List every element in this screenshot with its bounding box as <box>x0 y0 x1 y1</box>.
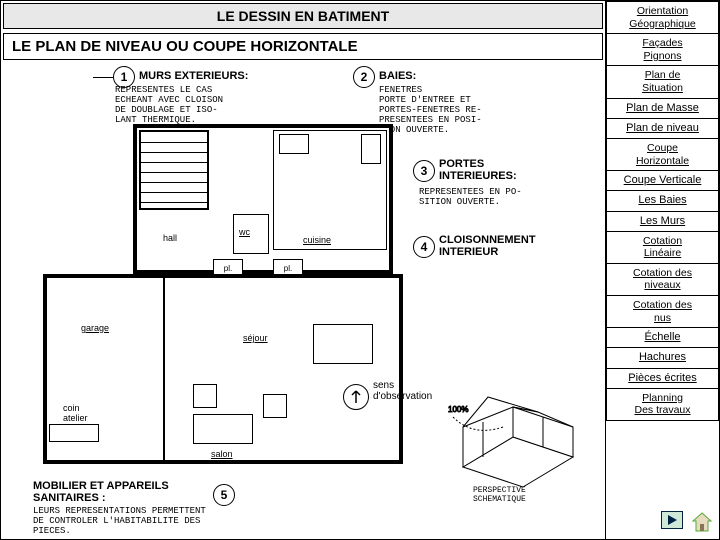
figure-area: 1 MURS EXTERIEURS: REPRESENTES LE CAS EC… <box>3 64 603 537</box>
label-perspective: PERSPECTIVE SCHEMATIQUE <box>473 487 526 505</box>
nav-facades[interactable]: Façades Pignons <box>606 34 719 66</box>
room-label-wc: wc <box>239 228 250 238</box>
perspective-sketch: 100% PERSPECTIVE SCHEMATIQUE <box>443 387 583 497</box>
furniture <box>49 424 99 442</box>
furniture-chair <box>263 394 287 418</box>
callout-title-3: PORTES INTERIEURES: <box>439 158 517 182</box>
nav-coupe-verticale[interactable]: Coupe Verticale <box>606 171 719 191</box>
furniture <box>361 134 381 164</box>
callout-bubble-3: 3 <box>413 160 435 182</box>
callout-bubble-4: 4 <box>413 236 435 258</box>
callout-bubble-5: 5 <box>213 484 235 506</box>
room-label-atelier: coin atelier <box>63 404 88 424</box>
callout-bubble-2: 2 <box>353 66 375 88</box>
callout-leader <box>93 77 113 78</box>
observation-arrow-icon <box>343 384 369 410</box>
room-label-hall: hall <box>163 234 177 244</box>
nav-echelle[interactable]: Échelle <box>606 328 719 348</box>
nav-coupe-horizontale[interactable]: Coupe Horizontale <box>606 139 719 171</box>
floor-plan: hall cuisine wc pl. pl. garage coin atel… <box>43 124 403 464</box>
nav-murs[interactable]: Les Murs <box>606 212 719 232</box>
nav-baies[interactable]: Les Baies <box>606 191 719 211</box>
main-area: LE DESSIN EN BATIMENT LE PLAN DE NIVEAU … <box>1 1 605 539</box>
room-label-salon: salon <box>211 450 233 460</box>
svg-text:100%: 100% <box>448 405 468 414</box>
room-label-cuisine: cuisine <box>303 236 331 246</box>
callout-body-3: REPRESENTEES EN PO- SITION OUVERTE. <box>419 188 569 208</box>
page-subtitle: LE PLAN DE NIVEAU OU COUPE HORIZONTALE <box>3 33 603 60</box>
nav-plan-situation[interactable]: Plan de Situation <box>606 66 719 98</box>
page-title: LE DESSIN EN BATIMENT <box>3 3 603 29</box>
nav-orientation[interactable]: Orientation Géographique <box>606 1 719 34</box>
callout-title-1: MURS EXTERIEURS: <box>139 70 248 82</box>
nav-pieces-ecrites[interactable]: Pièces écrites <box>606 369 719 389</box>
home-button[interactable] <box>691 511 713 533</box>
nav-planning[interactable]: Planning Des travaux <box>606 389 719 421</box>
page: LE DESSIN EN BATIMENT LE PLAN DE NIVEAU … <box>0 0 720 540</box>
nav-cotation-lineaire[interactable]: Cotation Linéaire <box>606 232 719 264</box>
furniture <box>279 134 309 154</box>
nav-cotation-niveaux[interactable]: Cotation des niveaux <box>606 264 719 296</box>
nav-hachures[interactable]: Hachures <box>606 348 719 368</box>
room-label-sejour: séjour <box>243 334 268 344</box>
label-sens: sens d'observation <box>373 380 432 402</box>
furniture-sofa <box>193 414 253 444</box>
nav-plan-niveau[interactable]: Plan de niveau <box>606 119 719 139</box>
staircase <box>139 130 209 210</box>
nav-plan-masse[interactable]: Plan de Masse <box>606 99 719 119</box>
footer-icons <box>606 505 719 539</box>
callout-body-5: LEURS REPRESENTATIONS PERMETTENT DE CONT… <box>33 507 293 537</box>
next-button[interactable] <box>661 511 683 529</box>
nav-cotation-nus[interactable]: Cotation des nus <box>606 296 719 328</box>
sidebar-nav: Orientation Géographique Façades Pignons… <box>605 1 719 539</box>
room-label-garage: garage <box>81 324 109 334</box>
callout-title-5: MOBILIER ET APPAREILS SANITAIRES : <box>33 480 169 504</box>
furniture-table <box>313 324 373 364</box>
callout-body-1: REPRESENTES LE CAS ECHEANT AVEC CLOISON … <box>115 86 265 126</box>
callout-title-2: BAIES: <box>379 70 416 82</box>
callout-title-4: CLOISONNEMENT INTERIEUR <box>439 234 536 258</box>
furniture-chair <box>193 384 217 408</box>
wall <box>163 278 165 460</box>
